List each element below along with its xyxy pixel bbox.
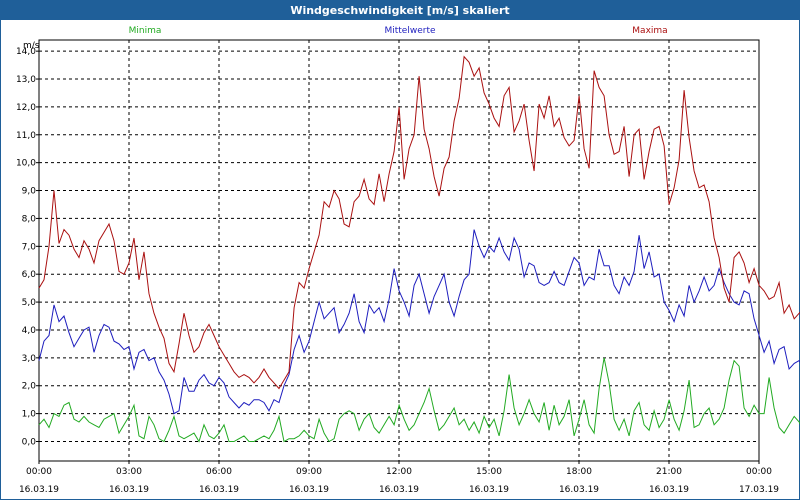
x-tick-time: 12:00 [386, 467, 412, 477]
y-tick-label: 13,0 [16, 75, 36, 85]
y-tick-label: 9,0 [22, 187, 37, 197]
x-tick-time: 09:00 [296, 467, 322, 477]
x-tick-time: 06:00 [206, 467, 232, 477]
y-tick-label: 14,0 [16, 47, 36, 57]
y-axis-labels: 0,0 1,0 2,0 3,0 4,0 5,0 6,0 7,0 8,0 9,0 10,0 11,0 12… [16, 47, 36, 447]
x-tick-date: 16.03.19 [199, 485, 239, 495]
y-tick-label: 0,0 [22, 437, 37, 447]
y-tick-label: 7,0 [22, 242, 37, 252]
x-tick-date: 16.03.19 [19, 485, 59, 495]
x-tick-date: 16.03.19 [109, 485, 149, 495]
x-tick-date: 16.03.19 [649, 485, 689, 495]
legend: Minima Mittelwerte Maxima [129, 26, 668, 36]
x-tick-time: 00:00 [26, 467, 52, 477]
series-line-minima [38, 357, 800, 443]
x-tick-date: 16.03.19 [379, 485, 419, 495]
y-tick-label: 6,0 [22, 270, 37, 280]
x-tick-date: 16.03.19 [289, 485, 329, 495]
x-tick-time: 18:00 [566, 467, 592, 477]
series-lines [38, 55, 800, 443]
x-tick-date: 17.03.19 [739, 485, 779, 495]
y-tick-label: 8,0 [22, 214, 37, 224]
series-line-mittelwerte [38, 229, 800, 415]
y-tick-label: 10,0 [16, 159, 36, 169]
x-tick-date: 16.03.19 [559, 485, 599, 495]
y-tick-label: 3,0 [22, 354, 37, 364]
legend-maxima: Maxima [632, 26, 667, 36]
x-tick-time: 15:00 [476, 467, 502, 477]
x-tick-time: 21:00 [656, 467, 682, 477]
x-axis-labels: 00:00 16.03.19 03:00 16.03.19 06:00 16.03.19 0… [19, 467, 779, 495]
chart-title: Windgeschwindigkeit [m/s] skaliert [1, 1, 799, 20]
legend-minima: Minima [129, 26, 162, 36]
y-tick-label: 11,0 [16, 131, 36, 141]
x-tick-time: 00:00 [746, 467, 772, 477]
y-tick-label: 4,0 [22, 326, 37, 336]
y-axis-label: m/s [23, 41, 40, 51]
x-tick-time: 03:00 [116, 467, 142, 477]
y-tick-label: 1,0 [22, 410, 37, 420]
y-tick-label: 12,0 [16, 103, 36, 113]
y-tick-label: 2,0 [22, 382, 37, 392]
legend-mittelwerte: Mittelwerte [384, 26, 435, 36]
x-tick-date: 16.03.19 [469, 485, 509, 495]
series-line-maxima [38, 55, 800, 390]
y-tick-label: 5,0 [22, 298, 37, 308]
